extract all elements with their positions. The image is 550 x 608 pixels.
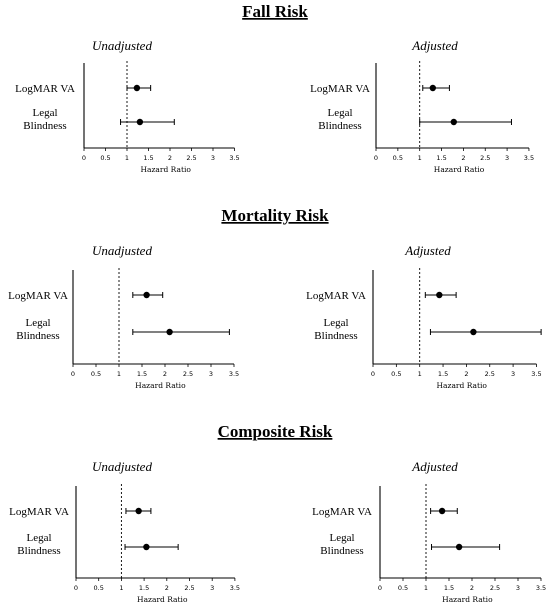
estimate-point bbox=[455, 543, 463, 551]
x-tick-label: 1 bbox=[117, 370, 121, 378]
x-tick-label: 2 bbox=[168, 154, 172, 162]
category-label: Legal bbox=[327, 107, 352, 119]
x-axis-label: Hazard Ratio bbox=[437, 381, 488, 390]
x-tick-label: 1.5 bbox=[143, 154, 153, 162]
x-tick-label: 3 bbox=[209, 370, 213, 378]
x-tick-label: 1 bbox=[418, 154, 422, 162]
x-tick-label: 1 bbox=[125, 154, 129, 162]
x-axis-label: Hazard Ratio bbox=[434, 165, 485, 174]
x-tick-label: 2.5 bbox=[186, 154, 196, 162]
x-tick-label: 0.5 bbox=[391, 370, 401, 378]
x-tick-label: 2.5 bbox=[490, 584, 500, 592]
estimate-point bbox=[136, 118, 144, 126]
estimate-point bbox=[133, 84, 141, 92]
category-label: LogMAR VA bbox=[8, 290, 68, 302]
x-tick-label: 3.5 bbox=[229, 370, 239, 378]
x-tick-label: 2 bbox=[163, 370, 167, 378]
x-tick-label: 2 bbox=[464, 370, 468, 378]
x-tick-label: 0.5 bbox=[91, 370, 101, 378]
estimate-point bbox=[143, 291, 150, 299]
x-axis-label: Hazard Ratio bbox=[442, 595, 493, 604]
panel-title: Adjusted bbox=[404, 243, 451, 258]
x-tick-label: 0.5 bbox=[398, 584, 408, 592]
x-tick-label: 2.5 bbox=[480, 154, 490, 162]
category-label: Legal bbox=[32, 107, 57, 119]
x-tick-label: 1 bbox=[424, 584, 428, 592]
category-label: Blindness bbox=[314, 330, 357, 342]
category-label: Blindness bbox=[320, 545, 363, 557]
x-tick-label: 1.5 bbox=[438, 370, 448, 378]
x-tick-label: 3 bbox=[516, 584, 520, 592]
x-tick-label: 0 bbox=[71, 370, 75, 378]
x-tick-label: 0 bbox=[74, 584, 78, 592]
category-label: LogMAR VA bbox=[310, 83, 370, 95]
estimate-point bbox=[143, 543, 150, 551]
x-axis-label: Hazard Ratio bbox=[135, 381, 186, 390]
category-label: Legal bbox=[26, 532, 51, 544]
category-label: LogMAR VA bbox=[306, 290, 366, 302]
category-label: Blindness bbox=[318, 120, 361, 132]
x-tick-label: 1.5 bbox=[444, 584, 454, 592]
x-tick-label: 3.5 bbox=[229, 154, 239, 162]
estimate-point bbox=[450, 118, 457, 126]
x-axis-label: Hazard Ratio bbox=[137, 595, 188, 604]
x-tick-label: 0.5 bbox=[94, 584, 104, 592]
x-tick-label: 2.5 bbox=[184, 584, 194, 592]
category-label: LogMAR VA bbox=[9, 506, 69, 518]
panel-title: Adjusted bbox=[411, 38, 458, 53]
x-tick-label: 2 bbox=[461, 154, 465, 162]
x-tick-label: 1.5 bbox=[436, 154, 446, 162]
x-tick-label: 0.5 bbox=[393, 154, 403, 162]
section-title-3: Composite Risk bbox=[218, 422, 333, 441]
category-label: Legal bbox=[323, 317, 348, 329]
x-tick-label: 3.5 bbox=[524, 154, 534, 162]
x-tick-label: 3.5 bbox=[531, 370, 541, 378]
x-axis-label: Hazard Ratio bbox=[140, 165, 191, 174]
estimate-point bbox=[166, 328, 173, 336]
panel-title: Unadjusted bbox=[92, 459, 152, 474]
x-tick-label: 0 bbox=[82, 154, 86, 162]
category-label: Blindness bbox=[17, 545, 60, 557]
panel-title: Unadjusted bbox=[92, 243, 152, 258]
section-title-2: Mortality Risk bbox=[221, 206, 329, 225]
estimate-point bbox=[429, 84, 437, 92]
estimate-point bbox=[438, 507, 446, 515]
x-tick-label: 3.5 bbox=[230, 584, 240, 592]
category-label: Legal bbox=[25, 317, 50, 329]
x-tick-label: 1.5 bbox=[137, 370, 147, 378]
x-tick-label: 2.5 bbox=[485, 370, 495, 378]
x-tick-label: 3 bbox=[211, 154, 215, 162]
section-title-1: Fall Risk bbox=[242, 2, 308, 21]
x-tick-label: 1.5 bbox=[139, 584, 149, 592]
x-tick-label: 0 bbox=[374, 154, 378, 162]
x-tick-label: 3.5 bbox=[536, 584, 546, 592]
x-tick-label: 1 bbox=[119, 584, 123, 592]
estimate-point bbox=[470, 328, 477, 336]
x-tick-label: 3 bbox=[210, 584, 214, 592]
category-label: Blindness bbox=[23, 120, 66, 132]
x-tick-label: 1 bbox=[418, 370, 422, 378]
x-tick-label: 0 bbox=[371, 370, 375, 378]
category-label: LogMAR VA bbox=[312, 506, 372, 518]
x-tick-label: 2.5 bbox=[183, 370, 193, 378]
x-tick-label: 2 bbox=[470, 584, 474, 592]
x-tick-label: 0.5 bbox=[100, 154, 110, 162]
category-label: Legal bbox=[329, 532, 354, 544]
x-tick-label: 3 bbox=[505, 154, 509, 162]
x-tick-label: 0 bbox=[378, 584, 382, 592]
category-label: LogMAR VA bbox=[15, 83, 75, 95]
panel-title: Unadjusted bbox=[92, 38, 152, 53]
estimate-point bbox=[436, 291, 443, 299]
panel-title: Adjusted bbox=[411, 459, 458, 474]
category-label: Blindness bbox=[16, 330, 59, 342]
estimate-point bbox=[135, 507, 142, 515]
x-tick-label: 2 bbox=[165, 584, 169, 592]
x-tick-label: 3 bbox=[511, 370, 515, 378]
